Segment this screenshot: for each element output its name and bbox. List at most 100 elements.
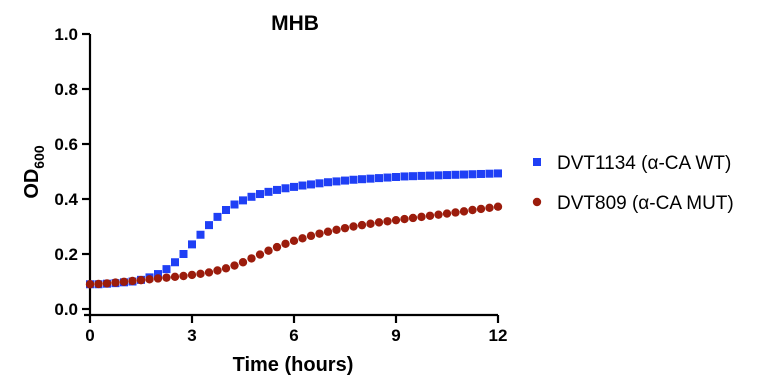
x-tick-label: 9 [391,326,400,345]
legend-label: DVT809 (α-CA MUT) [557,193,734,214]
x-axis-title: Time (hours) [233,354,354,376]
data-point [468,170,477,179]
data-point [196,230,205,239]
data-point [340,223,350,233]
data-point [391,215,401,225]
data-point [451,208,460,217]
axes [84,34,498,317]
data-point [281,184,290,193]
data-point [204,268,214,277]
data-point [383,173,392,182]
data-point [170,272,180,282]
data-point [230,261,239,270]
data-point [119,277,129,286]
y-tick-label: 0.4 [54,190,78,209]
data-point [255,250,265,259]
data-point [128,276,137,286]
data-point [392,173,400,181]
data-point [290,182,298,191]
data-point [298,181,307,190]
y-tick-label: 0.6 [54,135,78,154]
data-point [374,218,384,227]
series-2 [85,202,503,289]
data-point [205,221,213,230]
data-point [468,205,477,215]
data-point [366,219,375,228]
data-points [85,169,503,289]
data-point [264,187,273,196]
data-point [153,274,163,283]
data-point [111,278,120,287]
data-point [273,185,281,194]
data-point [179,250,188,258]
data-point [417,212,426,222]
data-point [476,204,486,214]
data-point [187,270,197,280]
data-point [307,180,315,189]
data-point [281,239,290,249]
data-point [188,240,196,249]
data-point [196,269,205,278]
y-tick-label: 0.0 [54,300,78,319]
data-point [332,225,341,234]
y-tick-label: 0.8 [54,80,78,99]
data-point [493,202,503,211]
x-tick-label: 0 [85,326,94,345]
ticks: 0.0 0.2 0.4 0.6 0.8 1.0 0 3 6 9 12 [54,25,507,345]
data-point [417,171,426,180]
legend-marker [532,197,542,207]
data-point [289,236,299,245]
svg-text:OD600: OD600 [21,145,47,199]
data-point [247,254,256,263]
data-point [145,275,154,284]
data-point [459,207,469,216]
data-point [298,234,307,243]
x-tick-label: 12 [489,326,508,345]
y-axis-title-subscript: 600 [31,145,47,169]
data-point [154,270,162,279]
data-point [239,196,247,205]
data-point [375,174,383,183]
data-point [442,209,452,218]
data-point [213,212,222,221]
data-point [494,169,502,178]
data-point [324,178,332,187]
data-point [409,172,417,181]
data-point [264,246,273,255]
chart-title: MHB [271,12,319,35]
data-point [366,174,375,183]
data-point [332,177,341,186]
data-point [102,279,112,288]
data-point [383,217,392,226]
data-point [256,190,264,199]
data-point [400,172,409,181]
data-point [230,200,239,209]
data-point [85,280,95,289]
data-point [426,171,434,180]
data-point [341,176,349,185]
data-point [434,210,443,219]
y-tick-label: 0.2 [54,245,78,264]
data-point [213,266,222,275]
data-point [238,258,248,267]
data-point [94,279,103,289]
data-point [272,242,282,252]
legend: DVT1134 (α-CA WT) DVT809 (α-CA MUT) [532,153,734,214]
data-point [408,213,418,223]
data-point [315,229,324,238]
data-point [306,231,316,241]
data-point [179,271,188,281]
data-point [315,179,324,188]
data-point [222,206,230,214]
data-point [349,175,358,184]
data-point [357,220,367,230]
legend-label: DVT1134 (α-CA WT) [557,153,731,174]
data-point [171,258,179,267]
data-point [221,264,231,273]
y-axis-title-main: OD [21,169,43,199]
data-point [451,170,460,179]
data-point [323,227,333,236]
data-point [485,169,494,178]
data-point [247,192,256,201]
